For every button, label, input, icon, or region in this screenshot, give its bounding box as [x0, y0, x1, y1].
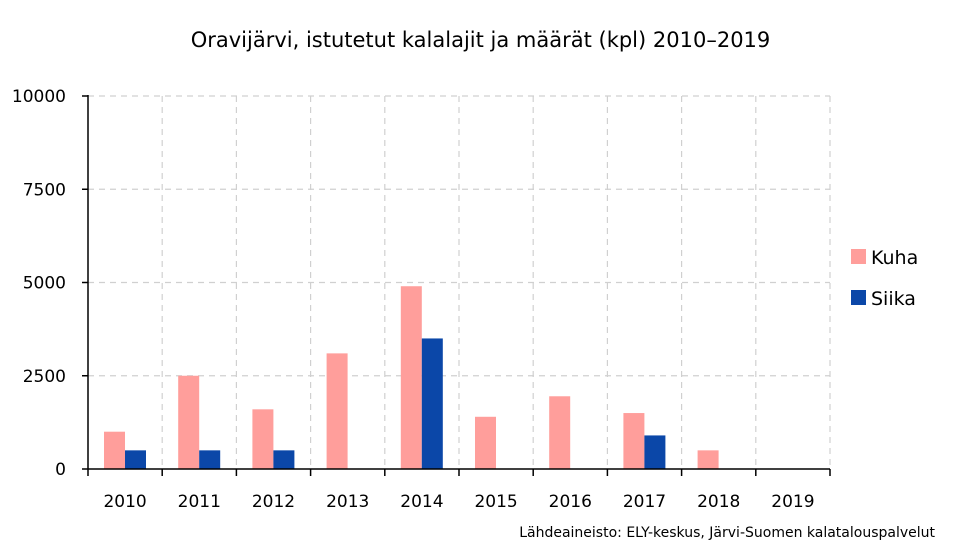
x-tick-label: 2011	[178, 492, 221, 512]
y-tick-label: 10000	[12, 87, 66, 107]
bar-siika-2011	[199, 450, 221, 469]
x-tick-label: 2016	[549, 492, 592, 512]
bar-kuha-2013	[326, 353, 348, 469]
bars	[104, 286, 719, 469]
legend-swatch-kuha	[851, 249, 866, 264]
x-tick-label: 2015	[474, 492, 517, 512]
grid-lines	[88, 95, 831, 469]
source-note: Lähdeaineisto: ELY-keskus, Järvi-Suomen …	[519, 525, 935, 541]
bar-siika-2010	[125, 450, 146, 469]
bar-siika-2012	[273, 450, 295, 469]
x-tick-label: 2013	[326, 492, 369, 512]
x-tick-label: 2010	[103, 492, 146, 512]
legend: Kuha Siika	[851, 247, 918, 310]
bar-kuha-2014	[400, 286, 422, 469]
y-tick-label: 5000	[23, 274, 66, 294]
tick-labels: 0 2500 5000 7500 10000 2010 2011 2012 2013 2014 20…	[12, 87, 815, 512]
bar-kuha-2018	[697, 450, 719, 469]
x-tick-label: 2018	[697, 492, 740, 512]
y-tick-label: 0	[55, 460, 66, 480]
x-tick-label: 2019	[771, 492, 814, 512]
legend-label-siika: Siika	[871, 288, 916, 310]
x-tick-label: 2014	[400, 492, 443, 512]
axes	[82, 95, 831, 476]
bar-kuha-2011	[178, 375, 200, 469]
chart-title: Oravijärvi, istutetut kalalajit ja määrä…	[190, 28, 771, 52]
bar-kuha-2017	[623, 413, 645, 469]
bar-kuha-2015	[475, 416, 496, 469]
bar-kuha-2016	[549, 396, 571, 469]
legend-swatch-siika	[851, 290, 866, 305]
x-tick-label: 2017	[623, 492, 666, 512]
y-tick-label: 2500	[23, 367, 66, 387]
bar-kuha-2012	[252, 409, 274, 469]
y-tick-label: 7500	[23, 180, 66, 200]
legend-label-kuha: Kuha	[871, 247, 918, 269]
bar-siika-2014	[421, 338, 443, 469]
bar-siika-2017	[644, 435, 666, 469]
bar-kuha-2010	[104, 431, 125, 469]
x-tick-label: 2012	[252, 492, 295, 512]
